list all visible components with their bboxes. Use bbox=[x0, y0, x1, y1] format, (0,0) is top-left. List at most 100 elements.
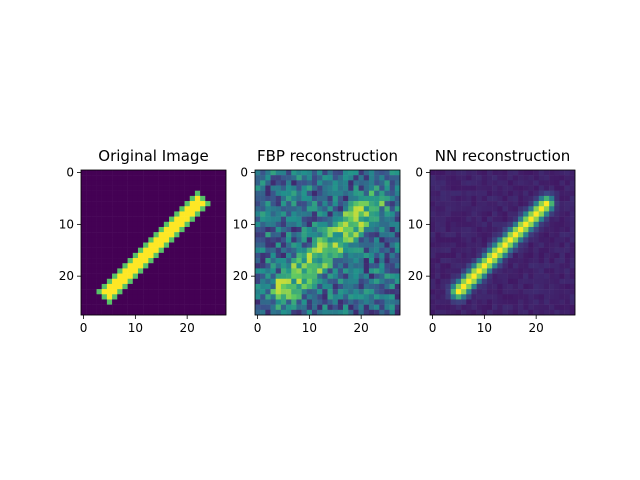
heatmap-cell bbox=[306, 268, 313, 274]
heatmap-cell bbox=[455, 283, 462, 290]
heatmap-cell bbox=[101, 278, 108, 285]
heatmap-cell bbox=[301, 216, 308, 223]
heatmap-cell bbox=[101, 258, 108, 264]
heatmap-cell bbox=[200, 237, 206, 243]
heatmap-cell bbox=[91, 252, 97, 259]
heatmap-cell bbox=[301, 232, 308, 238]
heatmap-cell bbox=[389, 221, 396, 228]
heatmap-cell bbox=[296, 268, 302, 274]
heatmap-cell bbox=[220, 252, 227, 259]
heatmap-cell bbox=[363, 206, 370, 212]
heatmap-cell bbox=[200, 221, 206, 228]
heatmap-cell bbox=[327, 304, 333, 311]
heatmap-cell bbox=[564, 299, 571, 305]
heatmap-cell bbox=[497, 211, 503, 217]
heatmap-cell bbox=[137, 252, 144, 259]
heatmap-cell bbox=[379, 237, 385, 243]
heatmap-cell bbox=[153, 252, 159, 259]
heatmap-cell bbox=[559, 309, 565, 316]
heatmap-cell bbox=[492, 268, 498, 274]
heatmap-cell bbox=[296, 190, 302, 197]
heatmap-cell bbox=[127, 226, 134, 233]
heatmap-cell bbox=[363, 237, 370, 243]
heatmap-cell bbox=[497, 273, 503, 279]
heatmap-cell bbox=[137, 185, 144, 191]
heatmap-cell bbox=[332, 268, 339, 274]
heatmap-cell bbox=[554, 258, 560, 264]
y-tick-label: 20 bbox=[233, 269, 248, 283]
heatmap-cell bbox=[291, 304, 297, 311]
heatmap-cell bbox=[132, 273, 139, 279]
heatmap-cell bbox=[112, 211, 118, 217]
heatmap-cell bbox=[101, 195, 108, 202]
chart-title: NN reconstruction bbox=[435, 147, 571, 165]
heatmap-cell bbox=[117, 170, 123, 176]
heatmap-cell bbox=[455, 211, 462, 217]
heatmap-cell bbox=[96, 211, 102, 217]
heatmap-cell bbox=[476, 268, 483, 274]
heatmap-cell bbox=[455, 232, 462, 238]
heatmap-cell bbox=[96, 252, 102, 259]
heatmap-cell bbox=[389, 190, 396, 197]
heatmap-cell bbox=[440, 299, 446, 305]
heatmap-cell bbox=[153, 242, 159, 248]
heatmap-cell bbox=[317, 211, 323, 217]
heatmap-cell bbox=[502, 190, 508, 197]
heatmap-cell bbox=[348, 190, 354, 197]
heatmap-cell bbox=[260, 195, 266, 202]
heatmap-cell bbox=[205, 237, 211, 243]
heatmap-cell bbox=[169, 278, 175, 285]
heatmap-cell bbox=[148, 273, 154, 279]
heatmap-cell bbox=[379, 247, 385, 254]
heatmap-cell bbox=[158, 180, 165, 186]
heatmap-cell bbox=[106, 289, 113, 295]
heatmap-cell bbox=[158, 299, 165, 305]
heatmap-cell bbox=[270, 299, 276, 305]
heatmap-cell bbox=[533, 278, 539, 285]
heatmap-cell bbox=[311, 268, 318, 274]
heatmap-cell bbox=[348, 180, 354, 186]
heatmap-cell bbox=[353, 247, 359, 254]
heatmap-cell bbox=[476, 195, 483, 202]
heatmap-cell bbox=[379, 309, 385, 316]
heatmap-cell bbox=[174, 294, 180, 300]
heatmap-cell bbox=[332, 221, 339, 228]
heatmap-cell bbox=[194, 263, 201, 269]
heatmap-cell bbox=[311, 232, 318, 238]
heatmap-cell bbox=[317, 180, 323, 186]
heatmap-cell bbox=[559, 190, 565, 197]
heatmap-cell bbox=[286, 294, 292, 300]
heatmap-cell bbox=[81, 268, 87, 274]
heatmap-cell bbox=[81, 258, 87, 264]
heatmap-cell bbox=[86, 309, 92, 316]
heatmap-cell bbox=[374, 247, 380, 254]
heatmap-cell bbox=[194, 258, 201, 264]
heatmap-cell bbox=[549, 299, 555, 305]
heatmap-cell bbox=[148, 252, 154, 259]
heatmap-cell bbox=[174, 201, 180, 207]
heatmap-cell bbox=[260, 299, 266, 305]
heatmap-cell bbox=[86, 278, 92, 285]
heatmap-cell bbox=[200, 216, 206, 223]
heatmap-cell bbox=[481, 175, 488, 181]
heatmap-cell bbox=[322, 185, 328, 191]
heatmap-cell bbox=[486, 211, 493, 217]
heatmap-cell bbox=[435, 221, 441, 228]
heatmap-cell bbox=[280, 170, 287, 176]
heatmap-cell bbox=[86, 180, 92, 186]
heatmap-cell bbox=[169, 211, 175, 217]
heatmap-cell bbox=[137, 211, 144, 217]
heatmap-cell bbox=[363, 294, 370, 300]
heatmap-cell bbox=[368, 268, 375, 274]
heatmap-cell bbox=[291, 258, 297, 264]
heatmap-cell bbox=[569, 195, 576, 202]
heatmap-cell bbox=[533, 237, 539, 243]
heatmap-cell bbox=[86, 237, 92, 243]
heatmap-cell bbox=[502, 247, 508, 254]
heatmap-cell bbox=[117, 211, 123, 217]
heatmap-cell bbox=[205, 185, 211, 191]
heatmap-cell bbox=[543, 242, 550, 248]
heatmap-cell bbox=[528, 175, 534, 181]
heatmap-cell bbox=[528, 185, 534, 191]
heatmap-cell bbox=[148, 263, 154, 269]
